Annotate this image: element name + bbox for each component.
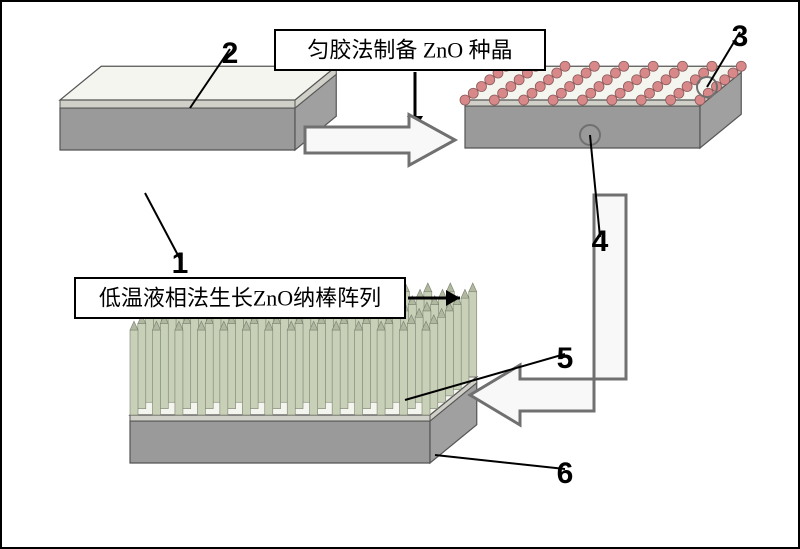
svg-text:6: 6 xyxy=(557,457,574,490)
step-box-1-text: 匀胶法制备 ZnO 种晶 xyxy=(307,38,512,63)
svg-text:5: 5 xyxy=(557,342,574,375)
svg-text:4: 4 xyxy=(592,225,609,258)
step-box-2: 低温液相法生长ZnO纳棒阵列 xyxy=(75,278,405,318)
svg-text:3: 3 xyxy=(732,20,749,53)
stage1-substrate xyxy=(60,66,336,150)
step-box-2-text: 低温液相法生长ZnO纳棒阵列 xyxy=(99,286,381,311)
step-box-1: 匀胶法制备 ZnO 种晶 xyxy=(275,30,545,70)
svg-text:2: 2 xyxy=(222,37,239,70)
svg-text:1: 1 xyxy=(172,247,189,280)
